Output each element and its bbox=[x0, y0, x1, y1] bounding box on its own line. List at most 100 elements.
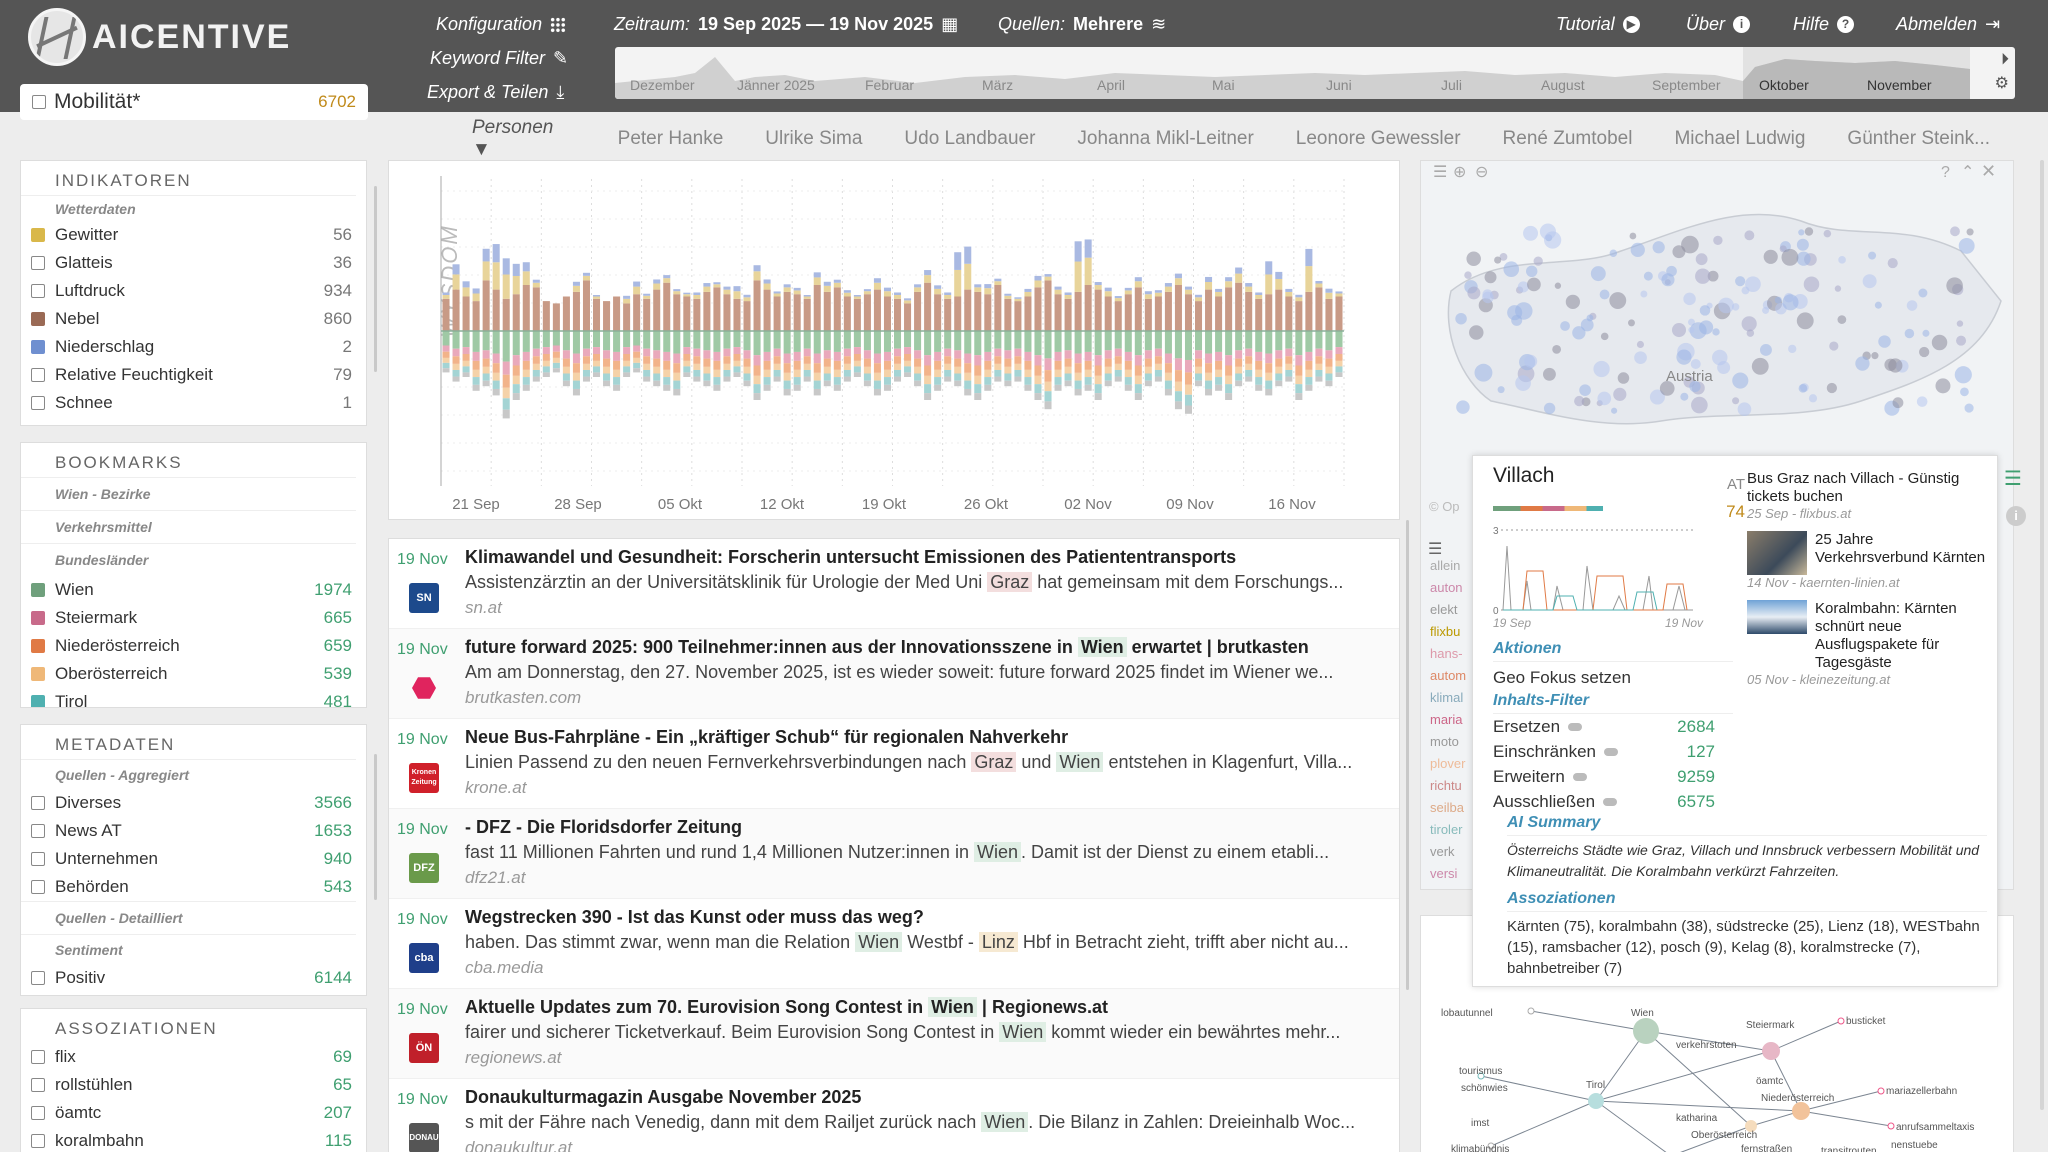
news-source[interactable]: dfz21.at bbox=[465, 868, 526, 887]
map-marker[interactable] bbox=[1906, 300, 1918, 311]
map-marker[interactable] bbox=[1699, 320, 1714, 335]
tag[interactable]: allein bbox=[1430, 558, 1461, 573]
map-marker[interactable] bbox=[1712, 328, 1720, 336]
map-marker[interactable] bbox=[1732, 372, 1749, 389]
checkbox[interactable] bbox=[31, 1078, 45, 1092]
map-marker[interactable] bbox=[1617, 372, 1630, 384]
map-marker[interactable] bbox=[1695, 268, 1711, 284]
bookmark-group[interactable]: Wien - Bezirke bbox=[21, 477, 356, 510]
list-item[interactable]: Relative Feuchtigkeit 79 bbox=[21, 361, 366, 389]
map-marker[interactable] bbox=[1560, 321, 1570, 331]
map-marker[interactable] bbox=[1526, 265, 1538, 277]
map-marker[interactable] bbox=[1543, 402, 1556, 415]
map-marker[interactable] bbox=[1946, 277, 1963, 294]
map-marker[interactable] bbox=[1837, 315, 1847, 324]
map-marker[interactable] bbox=[1956, 320, 1964, 327]
map-marker[interactable] bbox=[1838, 256, 1846, 264]
map-marker[interactable] bbox=[1935, 378, 1951, 394]
person-tab[interactable]: Johanna Mikl-Leitner bbox=[1077, 128, 1254, 149]
tag[interactable]: seilba bbox=[1430, 800, 1464, 815]
export-menu[interactable]: Export & Teilen ⤓ bbox=[427, 82, 564, 103]
map-marker[interactable] bbox=[1762, 306, 1770, 314]
tag[interactable]: elekt bbox=[1430, 602, 1458, 617]
map-marker[interactable] bbox=[1782, 294, 1799, 311]
list-item[interactable]: rollstühlen 65 bbox=[21, 1071, 366, 1099]
map-marker[interactable] bbox=[1688, 326, 1695, 334]
filter-row[interactable]: Erweitern 9259 bbox=[1493, 764, 1733, 789]
map-marker[interactable] bbox=[1572, 326, 1586, 340]
tutorial-link[interactable]: Tutorial ▶ bbox=[1556, 14, 1640, 35]
map-marker[interactable] bbox=[1823, 229, 1832, 238]
map-marker[interactable] bbox=[1796, 251, 1811, 266]
bookmark-group[interactable]: Verkehrsmittel bbox=[21, 510, 356, 543]
tag[interactable]: maria bbox=[1430, 712, 1463, 727]
map-marker[interactable] bbox=[1796, 238, 1809, 251]
article-thumbnail[interactable] bbox=[1747, 600, 1807, 634]
checkbox[interactable] bbox=[31, 1134, 45, 1148]
map-marker[interactable] bbox=[1960, 387, 1969, 397]
map-marker[interactable] bbox=[1507, 305, 1523, 321]
news-item[interactable]: 19 Nov DFZ - DFZ - Die Floridsdorfer Zei… bbox=[389, 809, 1399, 899]
map-marker[interactable] bbox=[1871, 352, 1879, 360]
list-item[interactable]: Positiv 6144 bbox=[21, 964, 366, 992]
checkbox[interactable] bbox=[31, 284, 45, 298]
network-node-label[interactable]: mariazellerbahn bbox=[1886, 1086, 1957, 1097]
map-marker[interactable] bbox=[1611, 407, 1618, 414]
map-marker[interactable] bbox=[1689, 380, 1701, 393]
map-marker[interactable] bbox=[1503, 261, 1520, 278]
map-marker[interactable] bbox=[1680, 392, 1689, 401]
network-node-label[interactable]: öamtc bbox=[1756, 1076, 1783, 1087]
filter-row[interactable]: Ausschließen 6575 bbox=[1493, 789, 1733, 814]
map-marker[interactable] bbox=[1597, 391, 1612, 406]
popup-article-title[interactable]: Bus Graz nach Villach - Günstig tickets … bbox=[1747, 470, 1960, 505]
logo[interactable]: AICENTIVE bbox=[28, 8, 291, 66]
info-icon[interactable]: i bbox=[2006, 506, 2026, 526]
person-tab[interactable]: Günther Steink... bbox=[1847, 128, 1990, 149]
map-marker[interactable] bbox=[1482, 289, 1493, 300]
map-marker[interactable] bbox=[1834, 285, 1842, 292]
list-item[interactable]: Diverses 3566 bbox=[21, 789, 366, 817]
checkbox[interactable] bbox=[31, 256, 45, 270]
toggle-icon[interactable] bbox=[1604, 747, 1619, 756]
network-node-label[interactable]: tourismus bbox=[1459, 1066, 1502, 1077]
map-marker[interactable] bbox=[1643, 271, 1653, 281]
map-marker[interactable] bbox=[1892, 397, 1904, 409]
news-title[interactable]: Neue Bus-Fahrpläne - Ein „kräftiger Schu… bbox=[465, 727, 1069, 747]
network-node-label[interactable]: schönwies bbox=[1461, 1083, 1508, 1094]
map-marker[interactable] bbox=[1580, 318, 1594, 332]
map-marker[interactable] bbox=[1456, 400, 1470, 414]
date-range[interactable]: Zeitraum: 19 Sep 2025 — 19 Nov 2025 ▦ bbox=[614, 14, 958, 35]
map-marker[interactable] bbox=[1652, 241, 1665, 254]
map-marker[interactable] bbox=[1523, 225, 1539, 241]
news-item[interactable]: 19 Nov ÖN Aktuelle Updates zum 70. Eurov… bbox=[389, 989, 1399, 1079]
network-node-label[interactable]: lobautunnel bbox=[1441, 1008, 1493, 1019]
map-marker[interactable] bbox=[1737, 402, 1752, 416]
person-tab[interactable]: Leonore Gewessler bbox=[1295, 128, 1461, 149]
map-marker[interactable] bbox=[1803, 276, 1820, 293]
network-node-label[interactable]: Niederösterreich bbox=[1761, 1093, 1834, 1104]
persons-dropdown[interactable]: Personen ▼ bbox=[472, 117, 574, 161]
map-marker[interactable] bbox=[1554, 282, 1562, 289]
list-item[interactable]: Wien 1974 bbox=[21, 576, 366, 604]
map-marker[interactable] bbox=[1744, 230, 1755, 241]
list-item[interactable]: News AT 1653 bbox=[21, 817, 366, 845]
checkbox[interactable] bbox=[31, 396, 45, 410]
network-node-label[interactable]: Wien bbox=[1631, 1008, 1654, 1019]
map-marker[interactable] bbox=[1628, 319, 1635, 327]
map-marker[interactable] bbox=[1466, 251, 1481, 267]
filter-row[interactable]: Einschränken 127 bbox=[1493, 739, 1733, 764]
list-item[interactable]: Niederschlag 2 bbox=[21, 333, 366, 361]
news-source[interactable]: regionews.at bbox=[465, 1048, 562, 1067]
list-item[interactable]: Luftdruck 934 bbox=[21, 277, 366, 305]
map-marker[interactable] bbox=[1613, 387, 1627, 401]
map-marker[interactable] bbox=[1497, 386, 1505, 394]
popup-article-title[interactable]: Koralmbahn: Kärnten schnürt neue Ausflug… bbox=[1815, 600, 1957, 671]
map-marker[interactable] bbox=[1878, 335, 1891, 348]
person-tab[interactable]: Michael Ludwig bbox=[1674, 128, 1806, 149]
news-scrollbar[interactable] bbox=[1406, 520, 1409, 990]
tag[interactable]: klimal bbox=[1430, 690, 1464, 705]
map-marker[interactable] bbox=[1788, 344, 1797, 354]
news-item[interactable]: 19 Nov DONAU Donaukulturmagazin Ausgabe … bbox=[389, 1079, 1399, 1152]
tag[interactable]: richtu bbox=[1430, 778, 1462, 793]
close-icon[interactable]: ✕ bbox=[1981, 161, 1996, 181]
